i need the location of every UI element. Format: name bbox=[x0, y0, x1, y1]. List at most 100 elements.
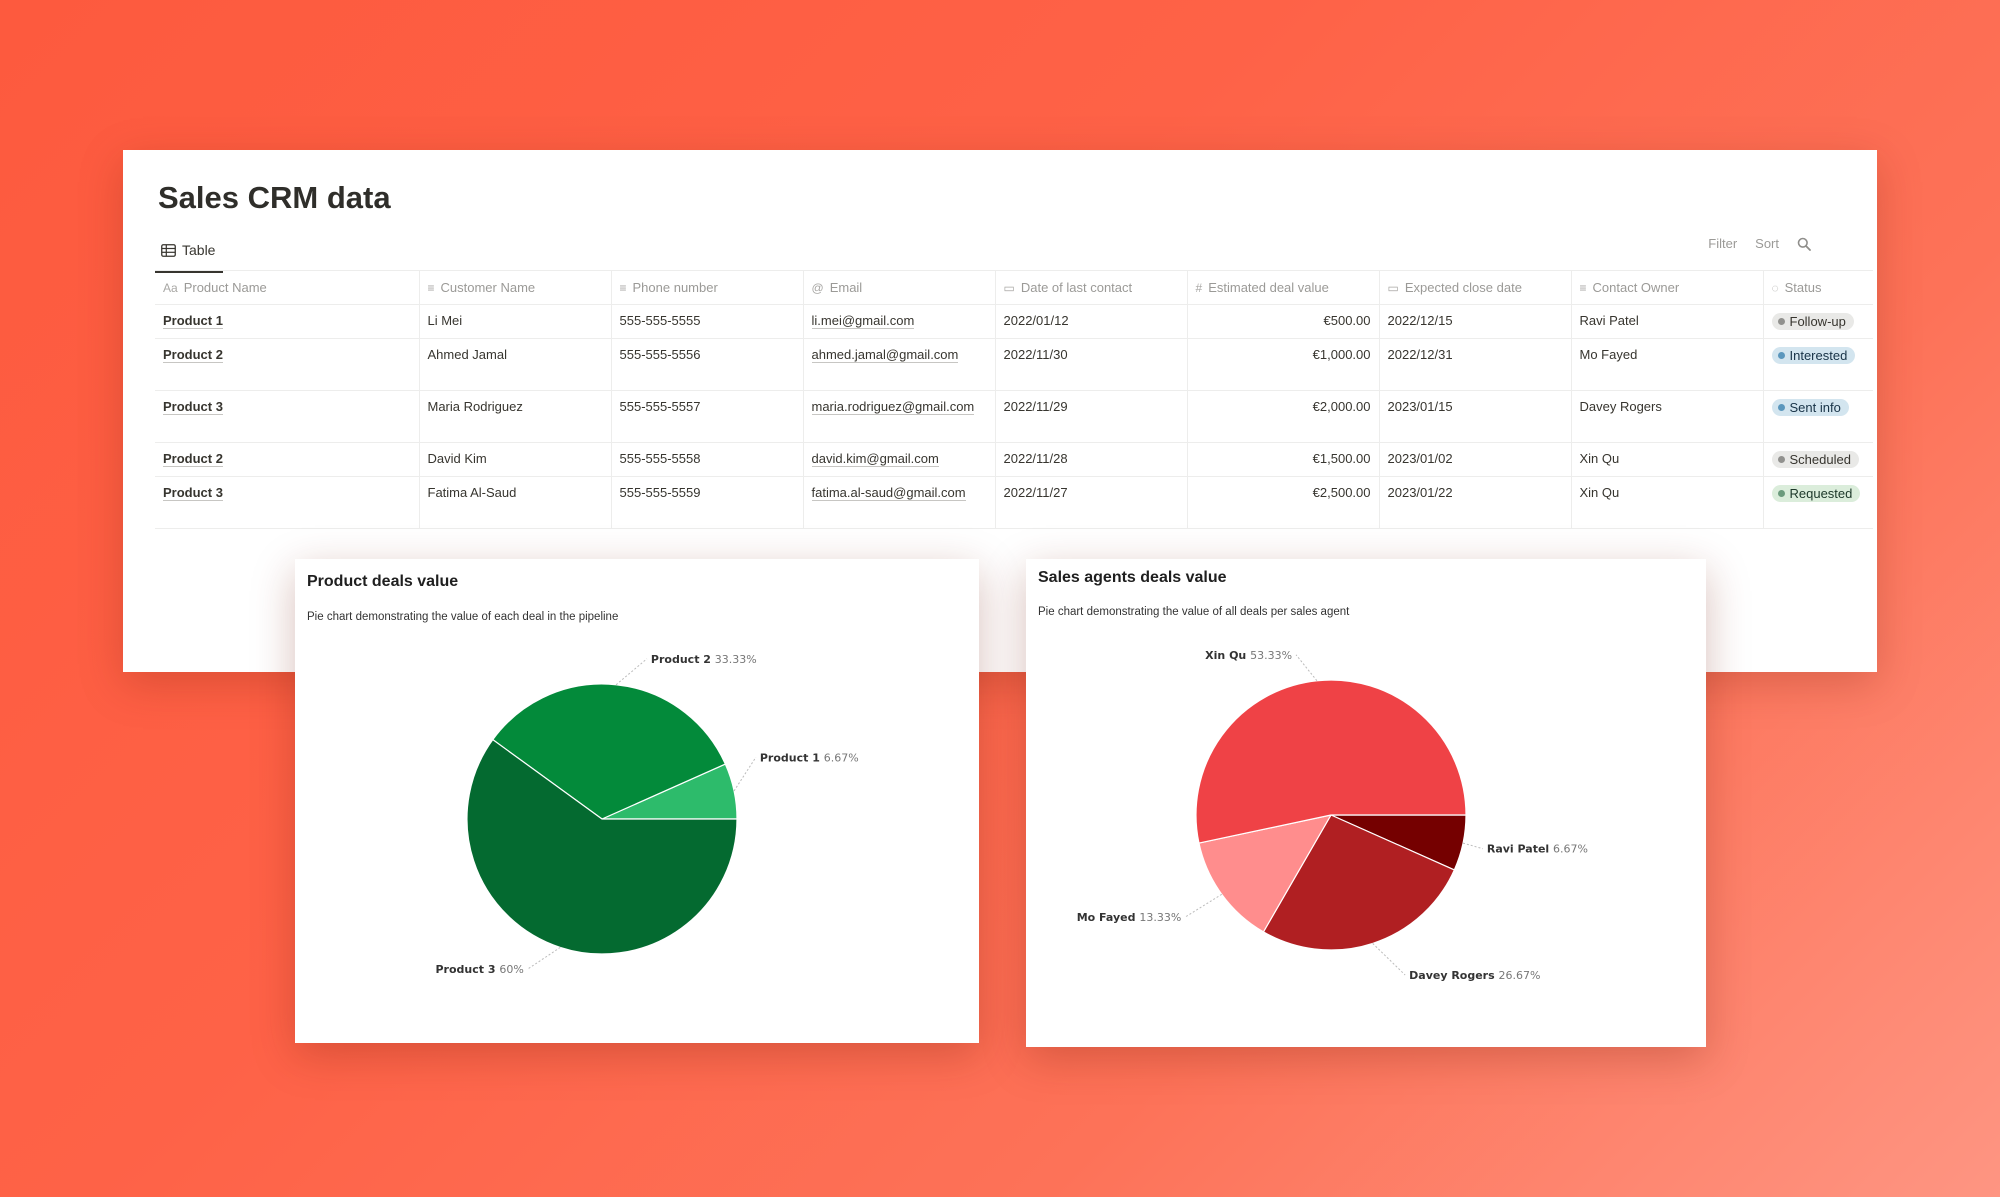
search-icon[interactable] bbox=[1797, 237, 1811, 251]
cell-deal-value[interactable]: €2,500.00 bbox=[1187, 476, 1380, 529]
cell-close-date[interactable]: 2022/12/31 bbox=[1379, 338, 1572, 391]
cell-owner[interactable]: Xin Qu bbox=[1571, 442, 1764, 477]
pie-slice-product-3[interactable] bbox=[466, 738, 738, 955]
title-property-icon: Aa bbox=[163, 281, 178, 296]
text-icon: ≡ bbox=[1579, 281, 1587, 296]
cell-phone[interactable]: 555-555-5558 bbox=[611, 442, 804, 477]
view-toolbar: Filter Sort bbox=[1708, 236, 1811, 251]
cell-product[interactable]: Product 2 bbox=[155, 442, 420, 477]
status-badge: Follow-up bbox=[1771, 313, 1854, 330]
cell-last-contact[interactable]: 2022/01/12 bbox=[995, 304, 1188, 339]
cell-last-contact[interactable]: 2022/11/30 bbox=[995, 338, 1188, 391]
status-badge: Requested bbox=[1771, 485, 1861, 502]
cell-deal-value[interactable]: €1,500.00 bbox=[1187, 442, 1380, 477]
cell-owner[interactable]: Mo Fayed bbox=[1571, 338, 1764, 391]
pie-label-leader bbox=[733, 756, 757, 792]
pie-slice-xin-qu[interactable] bbox=[1195, 679, 1467, 844]
cell-phone[interactable]: 555-555-5557 bbox=[611, 390, 804, 443]
cell-status[interactable]: Sent info bbox=[1763, 390, 1873, 443]
calendar-icon: ▭ bbox=[1387, 281, 1399, 296]
crm-table: Aa Product Name ≡ Customer Name ≡ Phone num… bbox=[155, 270, 1873, 529]
pie-slice-label: Product 3 60% bbox=[436, 963, 524, 976]
cell-last-contact[interactable]: 2022/11/27 bbox=[995, 476, 1188, 529]
product-deals-chart-card: Product deals value Pie chart demonstrat… bbox=[295, 559, 979, 1043]
pie-slice-davey-rogers[interactable] bbox=[1262, 814, 1456, 951]
chart-subtitle: Pie chart demonstrating the value of eac… bbox=[307, 611, 619, 623]
cell-product[interactable]: Product 3 bbox=[155, 476, 420, 529]
cell-close-date[interactable]: 2023/01/15 bbox=[1379, 390, 1572, 443]
cell-last-contact[interactable]: 2022/11/29 bbox=[995, 390, 1188, 443]
pie-slice-product-2[interactable] bbox=[491, 683, 727, 820]
pie-slice-label: Davey Rogers 26.67% bbox=[1409, 969, 1540, 982]
cell-email[interactable]: david.kim@gmail.com bbox=[803, 442, 996, 477]
column-header-email[interactable]: @ Email bbox=[803, 270, 996, 305]
sort-button[interactable]: Sort bbox=[1755, 236, 1779, 251]
number-icon: # bbox=[1195, 281, 1203, 296]
table-row[interactable]: Product 2 David Kim 555-555-5558 david.k… bbox=[155, 442, 1873, 477]
sales-agents-pie: Ravi Patel 6.67% Davey Rogers 26.67% Mo Fa… bbox=[1077, 649, 1588, 982]
cell-email[interactable]: li.mei@gmail.com bbox=[803, 304, 996, 339]
pie-label-leader bbox=[1462, 842, 1484, 850]
cell-phone[interactable]: 555-555-5559 bbox=[611, 476, 804, 529]
table-row[interactable]: Product 2 Ahmed Jamal 555-555-5556 ahmed… bbox=[155, 338, 1873, 391]
cell-customer[interactable]: Ahmed Jamal bbox=[419, 338, 612, 391]
chart-title: Product deals value bbox=[307, 573, 459, 590]
status-badge: Scheduled bbox=[1771, 451, 1859, 468]
column-header-customer-name[interactable]: ≡ Customer Name bbox=[419, 270, 612, 305]
pie-label-leader bbox=[1185, 893, 1223, 918]
cell-email[interactable]: ahmed.jamal@gmail.com bbox=[803, 338, 996, 391]
column-header-phone-number[interactable]: ≡ Phone number bbox=[611, 270, 804, 305]
cell-owner[interactable]: Davey Rogers bbox=[1571, 390, 1764, 443]
cell-product[interactable]: Product 1 bbox=[155, 304, 420, 339]
cell-owner[interactable]: Ravi Patel bbox=[1571, 304, 1764, 339]
cell-status[interactable]: Follow-up bbox=[1763, 304, 1873, 339]
column-header-product-name[interactable]: Aa Product Name bbox=[155, 270, 420, 305]
cell-close-date[interactable]: 2022/12/15 bbox=[1379, 304, 1572, 339]
table-row[interactable]: Product 1 Li Mei 555-555-5555 li.mei@gma… bbox=[155, 304, 1873, 339]
cell-status[interactable]: Interested bbox=[1763, 338, 1873, 391]
filter-button[interactable]: Filter bbox=[1708, 236, 1738, 251]
status-badge: Interested bbox=[1771, 347, 1856, 364]
table-icon bbox=[161, 243, 176, 257]
cell-deal-value[interactable]: €500.00 bbox=[1187, 304, 1380, 339]
product-deals-pie: Product 1 6.67% Product 2 33.33% Product 3… bbox=[436, 653, 859, 976]
cell-close-date[interactable]: 2023/01/22 bbox=[1379, 476, 1572, 529]
cell-phone[interactable]: 555-555-5555 bbox=[611, 304, 804, 339]
page-title: Sales CRM data bbox=[158, 180, 391, 215]
cell-status[interactable]: Scheduled bbox=[1763, 442, 1873, 477]
table-header-row: Aa Product Name ≡ Customer Name ≡ Phone num… bbox=[155, 270, 1873, 305]
column-header-close-date[interactable]: ▭ Expected close date bbox=[1379, 270, 1572, 305]
cell-email[interactable]: maria.rodriguez@gmail.com bbox=[803, 390, 996, 443]
cell-product[interactable]: Product 2 bbox=[155, 338, 420, 391]
cell-product[interactable]: Product 3 bbox=[155, 390, 420, 443]
tab-table-view[interactable]: Table bbox=[155, 235, 224, 273]
pie-label-leader bbox=[1295, 654, 1318, 682]
pie-slice-label: Product 1 6.67% bbox=[760, 751, 859, 764]
cell-status[interactable]: Requested bbox=[1763, 476, 1873, 529]
table-row[interactable]: Product 3 Fatima Al-Saud 555-555-5559 fa… bbox=[155, 476, 1873, 529]
pie-label-leader bbox=[527, 946, 561, 970]
cell-deal-value[interactable]: €1,000.00 bbox=[1187, 338, 1380, 391]
cell-deal-value[interactable]: €2,000.00 bbox=[1187, 390, 1380, 443]
cell-last-contact[interactable]: 2022/11/28 bbox=[995, 442, 1188, 477]
text-icon: ≡ bbox=[619, 281, 627, 296]
pie-slice-label: Xin Qu 53.33% bbox=[1205, 649, 1292, 662]
column-header-last-contact[interactable]: ▭ Date of last contact bbox=[995, 270, 1188, 305]
tab-table-label: Table bbox=[182, 242, 216, 258]
cell-email[interactable]: fatima.al-saud@gmail.com bbox=[803, 476, 996, 529]
sales-agents-chart-card: Sales agents deals value Pie chart demon… bbox=[1026, 559, 1706, 1047]
cell-customer[interactable]: Fatima Al-Saud bbox=[419, 476, 612, 529]
pie-slice-label: Mo Fayed 13.33% bbox=[1077, 911, 1182, 924]
column-header-status[interactable]: ◌ Status bbox=[1763, 270, 1873, 305]
cell-customer[interactable]: David Kim bbox=[419, 442, 612, 477]
status-badge: Sent info bbox=[1771, 399, 1849, 416]
column-header-deal-value[interactable]: # Estimated deal value bbox=[1187, 270, 1380, 305]
cell-owner[interactable]: Xin Qu bbox=[1571, 476, 1764, 529]
cell-phone[interactable]: 555-555-5556 bbox=[611, 338, 804, 391]
table-row[interactable]: Product 3 Maria Rodriguez 555-555-5557 m… bbox=[155, 390, 1873, 443]
cell-customer[interactable]: Li Mei bbox=[419, 304, 612, 339]
pie-slice-label: Product 2 33.33% bbox=[651, 653, 757, 666]
cell-customer[interactable]: Maria Rodriguez bbox=[419, 390, 612, 443]
column-header-contact-owner[interactable]: ≡ Contact Owner bbox=[1571, 270, 1764, 305]
cell-close-date[interactable]: 2023/01/02 bbox=[1379, 442, 1572, 477]
